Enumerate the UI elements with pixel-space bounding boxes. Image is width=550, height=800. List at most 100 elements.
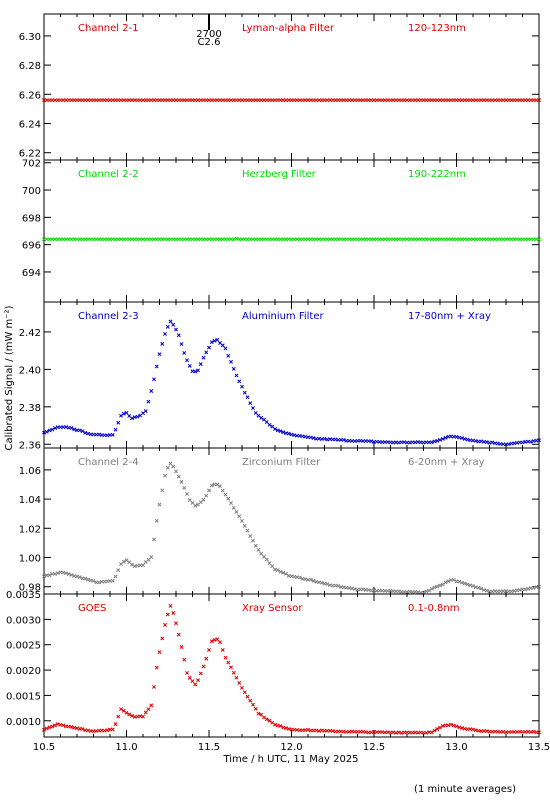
data-point: [198, 362, 203, 367]
y-tick-label: 1.04: [19, 495, 41, 506]
data-point: [55, 722, 60, 726]
data-point: [286, 573, 291, 578]
data-point: [245, 395, 250, 400]
data-point: [446, 579, 451, 584]
data-point: [537, 98, 541, 103]
data-point: [267, 422, 272, 427]
data-point: [396, 589, 401, 594]
data-point: [201, 497, 206, 502]
data-point: [50, 427, 55, 432]
data-series: [42, 603, 541, 735]
band-label: 0.1-0.8nm: [408, 603, 460, 614]
data-point: [273, 567, 277, 572]
data-point: [130, 416, 134, 421]
band-label: 17-80nm + Xray: [408, 311, 491, 322]
data-point: [209, 483, 214, 488]
data-point: [427, 588, 431, 593]
data-point: [193, 369, 198, 374]
data-point: [113, 574, 118, 579]
data-point: [476, 585, 481, 590]
data-point: [350, 586, 354, 591]
data-point: [44, 726, 49, 731]
data-point: [47, 573, 52, 578]
data-point: [275, 428, 280, 433]
data-point: [248, 401, 253, 406]
data-point: [366, 587, 371, 592]
data-point: [146, 707, 151, 712]
data-point: [482, 587, 486, 592]
data-point: [163, 331, 167, 336]
data-point: [259, 551, 264, 556]
data-point: [149, 389, 154, 393]
data-point: [537, 730, 541, 735]
data-point: [457, 725, 462, 730]
data-point: [91, 578, 96, 583]
data-point: [174, 469, 178, 474]
data-point: [484, 440, 489, 445]
data-point: [53, 723, 57, 728]
data-point: [308, 577, 313, 582]
data-point: [361, 587, 365, 592]
data-point: [143, 409, 148, 413]
panel-frame: [43, 13, 540, 161]
data-point: [267, 718, 272, 723]
data-point: [424, 730, 429, 735]
data-point: [432, 585, 437, 590]
y-tick-label: 0.0035: [6, 590, 41, 601]
data-point: [336, 584, 341, 588]
data-point: [215, 637, 220, 642]
x-axis-label: Time / h UTC, 11 May 2025: [222, 754, 358, 765]
data-point: [303, 577, 308, 582]
data-point: [229, 501, 233, 506]
data-point: [256, 547, 261, 552]
panel-frame: [43, 159, 540, 303]
y-tick-label: 2.38: [19, 403, 41, 414]
data-point: [457, 435, 462, 440]
y-tick-label: 6.24: [19, 120, 41, 131]
data-point: [306, 727, 310, 732]
data-point: [284, 571, 288, 576]
band-label: 120-123nm: [408, 23, 466, 34]
data-point: [281, 430, 286, 435]
data-point: [182, 657, 187, 662]
data-point: [168, 461, 173, 466]
x-tick-label: 10.5: [33, 742, 55, 753]
data-point: [174, 621, 178, 626]
data-point: [270, 564, 275, 569]
footnote: (1 minute averages): [414, 784, 516, 795]
data-point: [226, 353, 231, 358]
y-tick-label: 0.0015: [6, 691, 41, 702]
data-point: [278, 724, 283, 728]
data-point: [223, 346, 228, 351]
x-tick-label: 13.5: [528, 742, 550, 753]
data-point: [240, 518, 244, 523]
data-point: [465, 437, 470, 442]
data-point: [429, 440, 434, 445]
data-point: [157, 502, 162, 507]
data-point: [69, 573, 74, 577]
y-tick-label: 2.36: [19, 440, 41, 451]
data-point: [190, 500, 195, 505]
filter-label: Xray Sensor: [242, 603, 303, 614]
data-point: [86, 431, 90, 436]
data-point: [319, 580, 324, 585]
data-point: [479, 439, 484, 444]
data-point: [308, 435, 313, 440]
data-point: [438, 583, 442, 588]
data-point: [226, 496, 231, 501]
data-point: [220, 343, 225, 348]
data-point: [146, 557, 151, 562]
data-point: [160, 341, 165, 346]
data-point: [462, 581, 467, 586]
data-point: [110, 578, 115, 583]
data-point: [88, 578, 93, 583]
data-point: [157, 352, 162, 357]
data-point: [517, 587, 522, 592]
data-point: [231, 366, 236, 371]
data-point: [297, 433, 302, 438]
y-tick-label: 6.30: [19, 32, 41, 43]
data-point: [218, 640, 222, 645]
data-point: [116, 568, 121, 573]
data-point: [152, 537, 156, 542]
data-point: [212, 338, 217, 343]
